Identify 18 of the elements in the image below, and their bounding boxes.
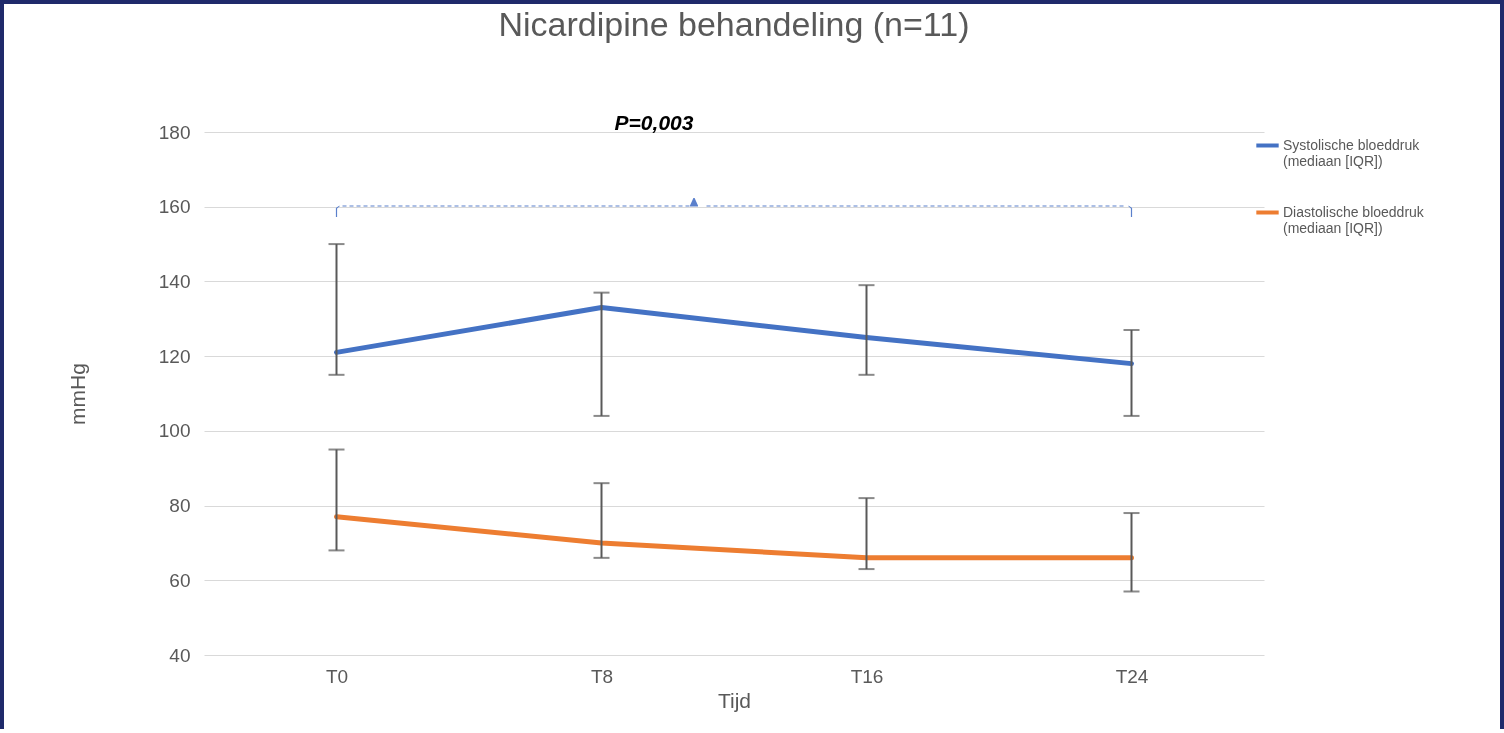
y-axis-title: mmHg xyxy=(65,363,89,425)
y-tick-label: 100 xyxy=(158,420,191,442)
y-tick-label: 140 xyxy=(158,270,191,292)
y-tick-label: 40 xyxy=(169,644,191,666)
y-tick-label: 80 xyxy=(169,495,191,517)
y-tick-label: 60 xyxy=(169,569,191,591)
chart-title: Nicardipine behandeling (n=11) xyxy=(498,5,970,43)
y-tick-label: 180 xyxy=(158,121,191,143)
x-axis-title: Tijd xyxy=(717,688,752,712)
x-tick-label: T16 xyxy=(850,665,884,687)
y-tick-label: 160 xyxy=(158,196,191,218)
y-tick-label: 120 xyxy=(158,345,191,367)
annotation: P=0,003 xyxy=(614,111,694,134)
x-tick-label: T0 xyxy=(325,665,349,687)
legend-label: Diastolische bloeddruk (mediaan [IQR]) xyxy=(1283,203,1425,236)
x-tick-label: T8 xyxy=(590,665,614,687)
legend-label: Systolische bloeddruk (mediaan [IQR]) xyxy=(1283,136,1421,169)
x-tick-label: T24 xyxy=(1115,665,1149,687)
